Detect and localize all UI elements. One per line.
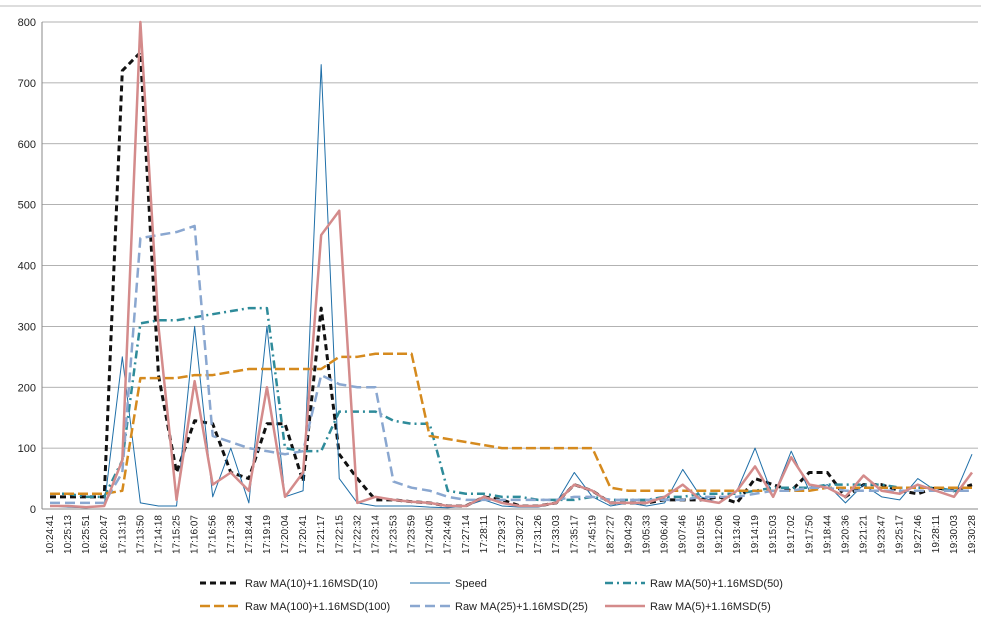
y-tick-label: 500 — [18, 200, 36, 212]
series-line — [50, 50, 973, 508]
y-tick-label: 300 — [18, 321, 36, 333]
x-tick-label: 19:07:46 — [678, 515, 689, 554]
x-tick-label: 10:24:41 — [45, 515, 56, 554]
x-tick-label: 19:17:50 — [804, 515, 815, 554]
x-tick-label: 17:33:03 — [551, 515, 562, 554]
x-tick-label: 19:30:28 — [967, 515, 978, 554]
x-tick-label: 19:13:40 — [732, 515, 743, 554]
y-tick-label: 200 — [18, 382, 36, 394]
x-tick-label: 19:28:11 — [931, 515, 942, 554]
x-tick-label: 18:27:27 — [605, 515, 616, 554]
x-tick-label: 17:17:38 — [226, 515, 237, 554]
x-tick-label: 17:20:04 — [280, 515, 291, 554]
x-tick-label: 19:23:47 — [877, 515, 888, 554]
x-tick-label: 17:29:37 — [497, 515, 508, 554]
x-tick-label: 17:23:14 — [370, 515, 381, 554]
x-tick-label: 17:31:26 — [533, 515, 544, 554]
x-tick-label: 17:14:18 — [153, 515, 164, 554]
x-tick-label: 19:18:44 — [822, 515, 833, 554]
series-line — [50, 20, 974, 509]
x-tick-label: 17:35:17 — [569, 515, 580, 554]
y-tick-label: 0 — [30, 504, 36, 516]
x-tick-label: 17:24:49 — [443, 515, 454, 554]
y-tick-label: 400 — [18, 261, 36, 273]
x-tick-label: 19:17:02 — [786, 515, 797, 554]
legend-label: Speed — [455, 578, 487, 590]
x-tick-label: 17:16:56 — [208, 515, 219, 554]
x-tick-label: 17:20:41 — [298, 515, 309, 554]
x-tick-label: 17:22:32 — [352, 515, 363, 554]
legend-label: Raw MA(25)+1.16MSD(25) — [455, 601, 588, 613]
x-tick-label: 19:20:36 — [840, 515, 851, 554]
legend-label: Raw MA(5)+1.16MSD(5) — [650, 601, 771, 613]
x-tick-label: 17:22:15 — [334, 515, 345, 554]
y-tick-label: 600 — [18, 139, 36, 151]
legend-label: Raw MA(100)+1.16MSD(100) — [245, 601, 390, 613]
x-tick-label: 17:24:05 — [425, 515, 436, 554]
legend-label: Raw MA(10)+1.16MSD(10) — [245, 578, 378, 590]
x-tick-label: 19:27:46 — [913, 515, 924, 554]
x-tick-label: 17:45:19 — [587, 515, 598, 554]
y-tick-label: 100 — [18, 443, 36, 455]
x-tick-label: 16:20:47 — [99, 515, 110, 554]
x-tick-label: 17:15:25 — [172, 515, 183, 554]
series-line — [50, 224, 972, 505]
x-tick-label: 19:25:17 — [895, 515, 906, 554]
series-line — [50, 306, 972, 502]
x-tick-label: 17:23:59 — [407, 515, 418, 554]
y-tick-label: 700 — [18, 78, 36, 90]
x-tick-label: 17:19:19 — [262, 515, 273, 554]
x-tick-label: 19:04:29 — [624, 515, 635, 554]
x-tick-label: 19:06:40 — [660, 515, 671, 554]
x-tick-label: 17:30:27 — [515, 515, 526, 554]
x-tick-label: 19:14:19 — [750, 515, 761, 554]
x-tick-label: 10:25:13 — [63, 515, 74, 554]
x-tick-label: 19:15:03 — [768, 515, 779, 554]
x-tick-label: 19:10:55 — [696, 515, 707, 554]
x-tick-label: 19:21:21 — [859, 515, 870, 554]
x-tick-label: 17:13:50 — [135, 515, 146, 554]
x-tick-label: 19:12:06 — [714, 515, 725, 554]
y-tick-label: 800 — [18, 17, 36, 29]
x-tick-label: 19:30:03 — [949, 515, 960, 554]
x-tick-label: 17:16:07 — [190, 515, 201, 554]
x-tick-label: 10:25:51 — [81, 515, 92, 554]
x-tick-label: 19:05:33 — [642, 515, 653, 554]
x-tick-label: 17:13:19 — [117, 515, 128, 554]
x-tick-label: 17:27:14 — [461, 515, 472, 554]
x-tick-label: 17:18:44 — [244, 515, 255, 554]
x-tick-label: 17:21:17 — [316, 515, 327, 554]
x-tick-label: 17:28:11 — [479, 515, 490, 554]
legend-label: Raw MA(50)+1.16MSD(50) — [650, 578, 783, 590]
x-tick-label: 17:23:53 — [388, 515, 399, 554]
